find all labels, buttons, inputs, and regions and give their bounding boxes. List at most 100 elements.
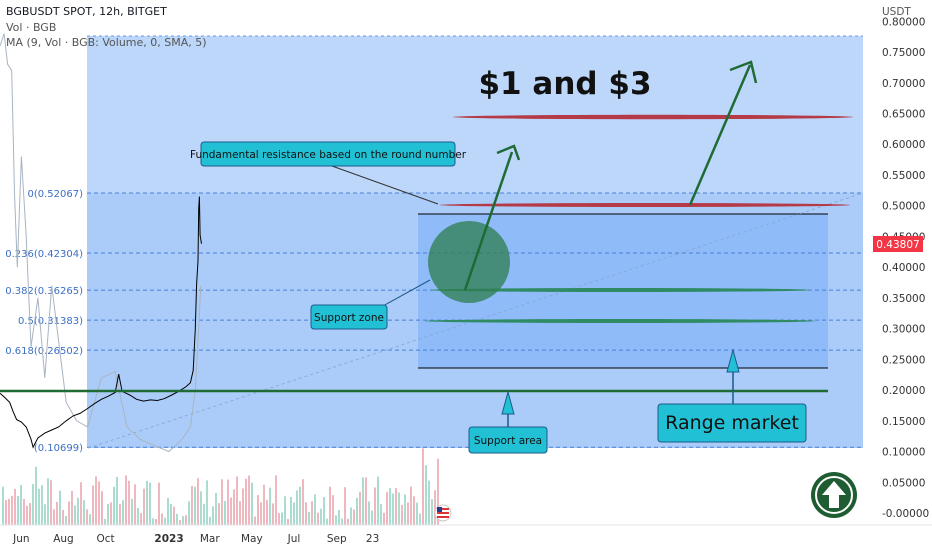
volume-bar (278, 513, 280, 525)
volume-bar (23, 498, 25, 525)
volume-bar (332, 495, 334, 525)
volume-bar (116, 476, 118, 525)
volume-bar (314, 494, 316, 525)
volume-bar (275, 475, 277, 525)
axis-unit: USDT (882, 6, 911, 18)
volume-bar (359, 491, 361, 525)
volume-bar (329, 486, 331, 525)
volume-bar (242, 488, 244, 525)
volume-bar (20, 485, 22, 525)
volume-bar (353, 509, 355, 525)
volume-bar (377, 476, 379, 525)
resistance-callout-box (200, 141, 456, 167)
volume-bar (248, 475, 250, 525)
range-label-box (657, 403, 807, 443)
volume-bar (149, 482, 151, 525)
support-area-callout-text: Support area (474, 435, 542, 447)
volume-bar (113, 486, 115, 525)
y-tick-label: 0.20000 (882, 385, 925, 397)
volume-bar (392, 493, 394, 525)
support-zone-callout-text: Support zone (314, 312, 384, 324)
volume-bar (233, 489, 235, 525)
volume-bar (434, 490, 436, 525)
volume-bar (161, 513, 163, 525)
volume-bar (281, 512, 283, 525)
volume-bar (152, 518, 154, 525)
volume-bar (380, 504, 382, 525)
volume-bar (83, 500, 85, 525)
volume-bar (110, 502, 112, 525)
volume-bar (386, 492, 388, 525)
volume-bar (200, 491, 202, 525)
volume-bar (26, 505, 28, 525)
volume-bar (191, 485, 193, 525)
volume-bar (299, 486, 301, 525)
volume-bar (188, 501, 190, 525)
arrow-up-large-head (729, 60, 758, 84)
volume-bar (389, 488, 391, 525)
volume-bar (74, 505, 76, 525)
support-area-pointer-head (501, 390, 515, 415)
volume-bar (425, 465, 427, 525)
volume-bar (68, 501, 70, 525)
volume-bar (257, 495, 259, 525)
volume-bar (173, 506, 175, 525)
volume-bar (401, 504, 403, 525)
volume-bar (182, 516, 184, 525)
fib-level-label: 0.236(0.42304) (5, 249, 83, 260)
price-line (0, 196, 202, 449)
volume-bar (98, 481, 100, 525)
volume-bar (227, 479, 229, 525)
volume-bar (245, 478, 247, 525)
fib-level-label: 0(0.52067) (27, 189, 83, 200)
volume-bar (269, 487, 271, 525)
volume-bar (86, 509, 88, 525)
price-axis-bg (873, 0, 932, 525)
volume-bar (194, 486, 196, 525)
volume-bar (419, 513, 421, 525)
x-tick-label: 23 (366, 533, 379, 545)
volume-bar (230, 497, 232, 525)
arrow-up-badge-icon[interactable] (811, 472, 857, 518)
y-tick-label: 0.25000 (882, 354, 925, 366)
volume-bar (203, 503, 205, 525)
resistance-stroke (453, 114, 853, 120)
us-flag-icon (434, 504, 452, 522)
symbol-legend[interactable]: BGBUSDT SPOT, 12h, BITGET (6, 5, 167, 18)
volume-bar (2, 486, 4, 525)
volume-bar (50, 480, 52, 525)
volume-bar (137, 508, 139, 525)
volume-bar (11, 495, 13, 525)
volume-bar (65, 515, 67, 525)
headline-text: $1 and $3 (478, 66, 651, 102)
resistance-callout-text: Fundamental resistance based on the roun… (190, 149, 467, 161)
volume-bar (236, 476, 238, 525)
support-zone-callout-box (310, 304, 388, 330)
volume-bar (407, 502, 409, 525)
volume-bar (59, 490, 61, 525)
volume-legend[interactable]: Vol · BGB (6, 21, 57, 34)
volume-bar (95, 476, 97, 525)
volume-bar (89, 514, 91, 525)
volume-bar (266, 500, 268, 525)
fib-level-label: 0.618(0.26502) (5, 346, 83, 357)
x-tick-label: Sep (327, 533, 347, 545)
y-tick-label: -0.00000 (882, 508, 929, 520)
volume-bar (128, 480, 130, 525)
volume-bar (212, 506, 214, 525)
volume-bar (365, 477, 367, 525)
ma-legend[interactable]: MA (9, Vol · BGB: Volume, 0, SMA, 5) (6, 36, 207, 49)
last-price-label: 0.43807 (876, 239, 919, 251)
volume-bar (272, 503, 274, 525)
volume-bar (254, 516, 256, 525)
y-tick-label: 0.10000 (882, 447, 925, 459)
volume-bar (347, 518, 349, 525)
volume-bar (35, 466, 37, 525)
volume-bar (209, 516, 211, 525)
volume-bar (5, 500, 7, 525)
volume-bar (155, 519, 157, 525)
volume-bar (158, 482, 160, 525)
volume-bar (185, 515, 187, 525)
volume-bar (176, 513, 178, 525)
